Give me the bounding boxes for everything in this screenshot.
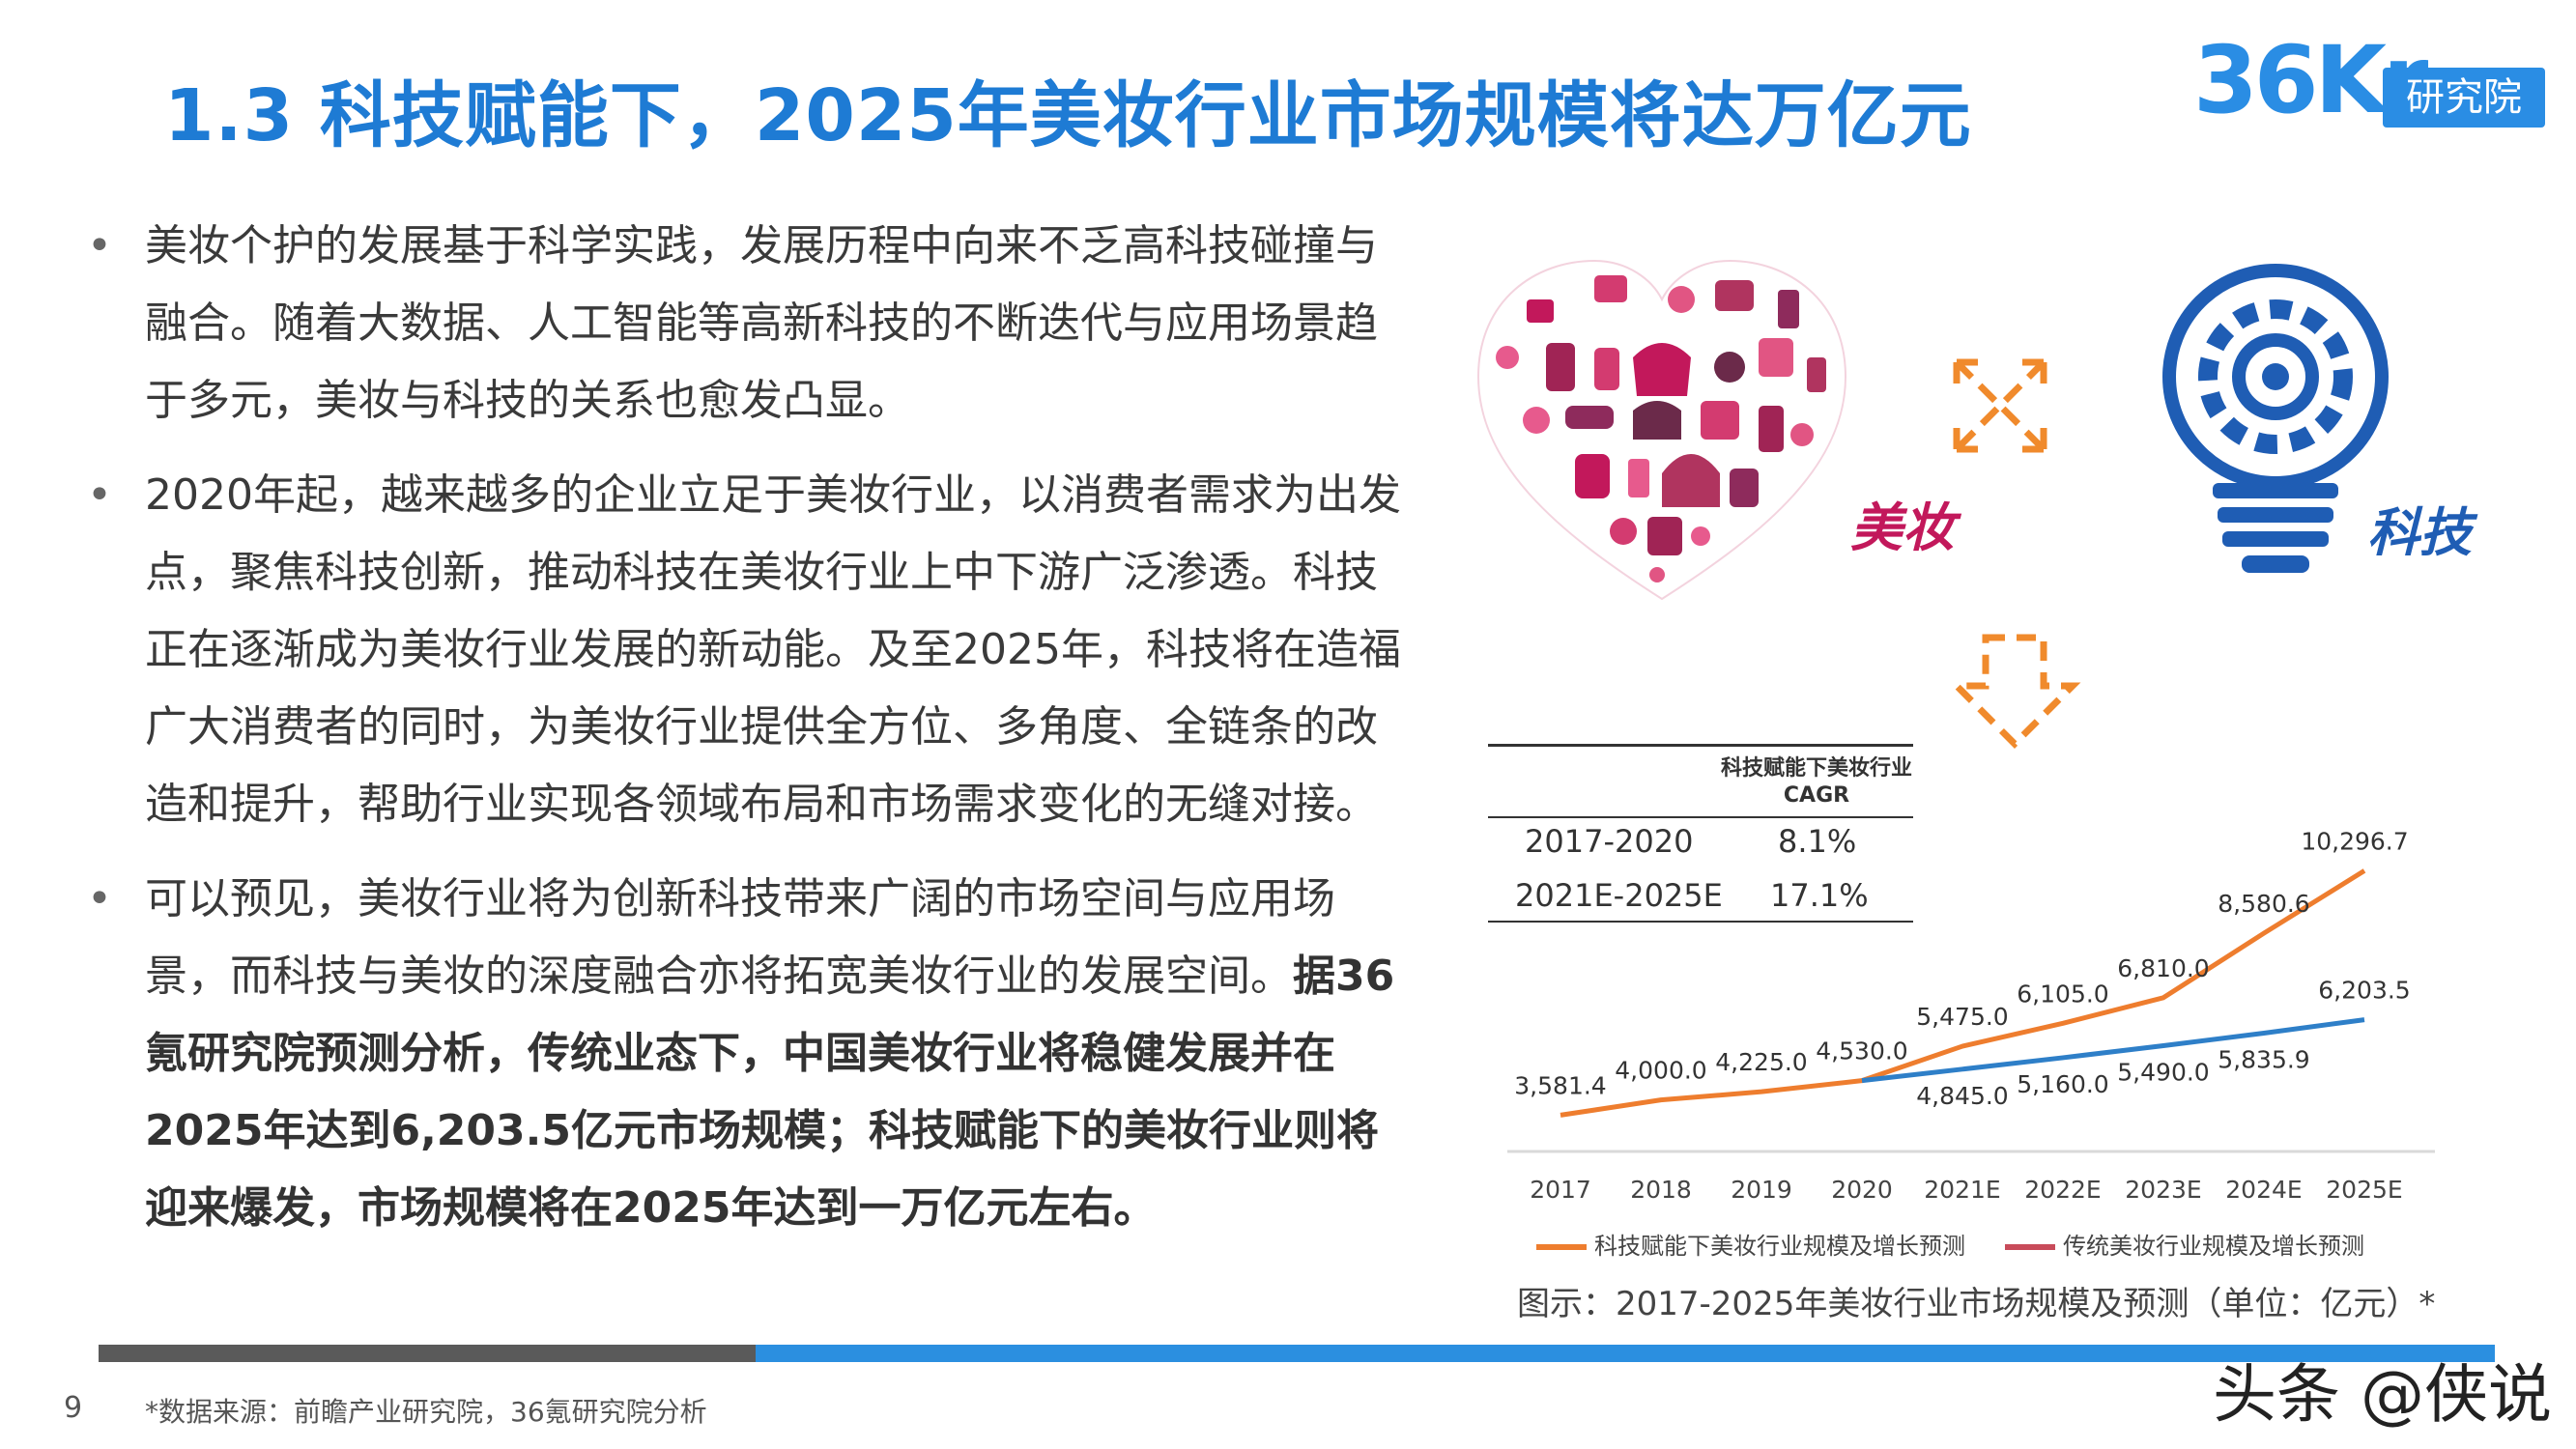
beauty-heart-icon: 美妆 bbox=[1476, 259, 1962, 601]
cagr-value: 17.1% bbox=[1770, 877, 1869, 914]
table-rule bbox=[1488, 744, 1913, 747]
page-number: 9 bbox=[64, 1391, 83, 1425]
bullet-dot: • bbox=[87, 221, 112, 270]
bullet-text: 美妆个护的发展基于科学实践，发展历程中向来不乏高科技碰撞与融合。随着大数据、人工… bbox=[145, 221, 1378, 425]
tech-label: 科技 bbox=[2367, 502, 2478, 563]
data-label: 6,105.0 bbox=[2017, 980, 2108, 1008]
beauty-label: 美妆 bbox=[1850, 497, 1962, 558]
footer-bar bbox=[99, 1345, 756, 1362]
tech-bulb-icon: 科技 bbox=[2162, 264, 2478, 573]
footer-bar bbox=[756, 1345, 2495, 1362]
data-label: 5,475.0 bbox=[1916, 1003, 2008, 1031]
cagr-header: 科技赋能下美妆行业CAGR bbox=[1720, 756, 1912, 808]
market-size-line-chart: 2017 2018 2019 2020 2021E 2022E 2023E 2024E 2025… bbox=[1507, 827, 2435, 1204]
legend-swatch bbox=[1536, 1244, 1587, 1250]
x-tick-label: 2020 bbox=[1831, 1176, 1893, 1204]
chart-caption: 图示：2017-2025年美妆行业市场规模及预测（单位：亿元）* bbox=[1517, 1285, 2436, 1323]
x-tick-label: 2022E bbox=[2024, 1176, 2101, 1204]
cagr-period: 2017-2020 bbox=[1525, 823, 1694, 860]
legend-label: 传统美妆行业规模及增长预测 bbox=[2063, 1233, 2364, 1260]
bullet-dot: • bbox=[87, 470, 112, 520]
data-label: 6,203.5 bbox=[2318, 977, 2410, 1005]
data-label: 5,835.9 bbox=[2218, 1045, 2309, 1073]
legend-item: 科技赋能下美妆行业规模及增长预测 bbox=[1536, 1227, 1965, 1261]
bullet-item: • 美妆个护的发展基于科学实践，发展历程中向来不乏高科技碰撞与融合。随着大数据、… bbox=[77, 208, 1411, 440]
data-label: 4,000.0 bbox=[1615, 1057, 1706, 1085]
x-tick-label: 2023E bbox=[2125, 1176, 2201, 1204]
x-tick-label: 2025E bbox=[2326, 1176, 2402, 1204]
bullet-text: 2020年起，越来越多的企业立足于美妆行业，以消费者需求为出发点，聚焦科技创新，… bbox=[145, 470, 1401, 829]
x-tick-label: 2017 bbox=[1530, 1176, 1591, 1204]
down-arrow-icon bbox=[1948, 634, 2081, 749]
data-label: 4,845.0 bbox=[1916, 1082, 2008, 1110]
x-tick-label: 2021E bbox=[1924, 1176, 2000, 1204]
data-label: 3,581.4 bbox=[1514, 1071, 1606, 1099]
data-source-note: *数据来源：前瞻产业研究院，36氪研究院分析 bbox=[145, 1396, 707, 1428]
data-label: 4,530.0 bbox=[1816, 1037, 1907, 1065]
bullet-text: 可以预见，美妆行业将为创新科技带来广阔的市场空间与应用场景，而科技与美妆的深度融… bbox=[145, 874, 1335, 1001]
cross-arrows-icon bbox=[1953, 358, 2047, 453]
x-tick-label: 2024E bbox=[2225, 1176, 2302, 1204]
data-label: 8,580.6 bbox=[2218, 890, 2309, 918]
table-rule bbox=[1488, 816, 1913, 818]
cagr-value: 8.1% bbox=[1778, 823, 1857, 860]
watermark: 头条 @侠说 bbox=[2213, 1357, 2552, 1432]
legend-label: 科技赋能下美妆行业规模及增长预测 bbox=[1594, 1233, 1965, 1260]
series-line bbox=[1560, 868, 2366, 1118]
cagr-period: 2021E-2025E bbox=[1515, 877, 1723, 914]
bullet-dot: • bbox=[87, 874, 112, 923]
x-tick-label: 2019 bbox=[1731, 1176, 1792, 1204]
data-label: 6,810.0 bbox=[2117, 954, 2209, 982]
brand-logo: 36Kr 研究院 bbox=[2193, 27, 2561, 133]
data-label: 10,296.7 bbox=[2301, 827, 2408, 855]
bullet-item: • 2020年起，越来越多的企业立足于美妆行业，以消费者需求为出发点，聚焦科技创… bbox=[77, 457, 1411, 843]
legend-swatch bbox=[2005, 1244, 2055, 1250]
bullet-item: • 可以预见，美妆行业将为创新科技带来广阔的市场空间与应用场景，而科技与美妆的深… bbox=[77, 861, 1411, 1247]
bullet-bold-text: 据36氪研究院预测分析，传统业态下，中国美妆行业将稳健发展并在2025年达到6,… bbox=[145, 952, 1395, 1233]
logo-subtitle: 研究院 bbox=[2383, 68, 2545, 128]
data-label: 5,490.0 bbox=[2117, 1059, 2209, 1087]
table-rule bbox=[1488, 921, 1913, 923]
series-line bbox=[1861, 1017, 2365, 1084]
data-label: 4,225.0 bbox=[1715, 1048, 1807, 1076]
bullet-list: • 美妆个护的发展基于科学实践，发展历程中向来不乏高科技碰撞与融合。随着大数据、… bbox=[77, 208, 1411, 1264]
legend-item: 传统美妆行业规模及增长预测 bbox=[2005, 1227, 2364, 1261]
page-title: 1.3 科技赋能下，2025年美妆行业市场规模将达万亿元 bbox=[164, 74, 1972, 157]
x-tick-label: 2018 bbox=[1630, 1176, 1692, 1204]
illustration-panel: 美妆 科技 bbox=[1476, 259, 2478, 601]
data-label: 5,160.0 bbox=[2017, 1070, 2108, 1098]
